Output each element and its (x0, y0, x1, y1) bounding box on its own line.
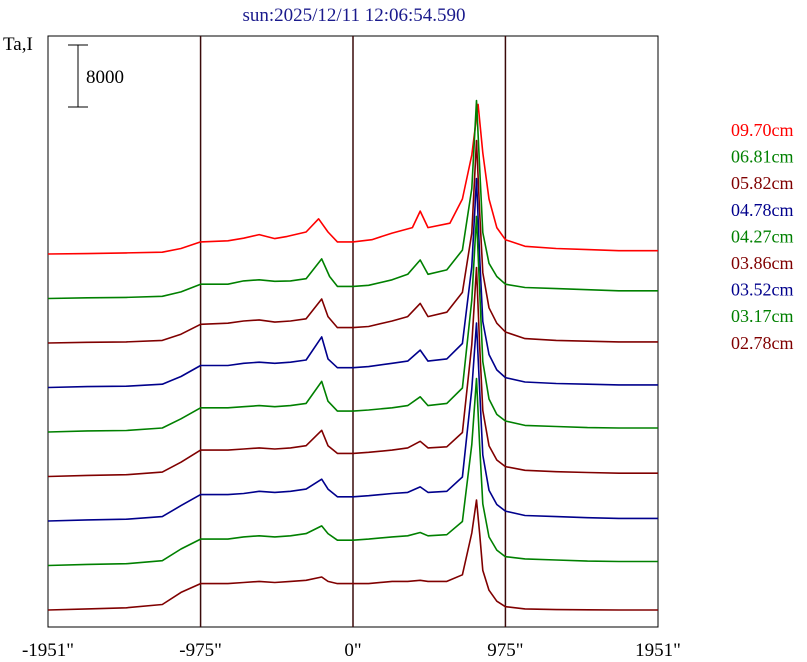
series-line-03.86cm (47, 266, 658, 478)
series-line-09.70cm (47, 103, 658, 255)
legend-entry: 02.78cm (731, 333, 794, 353)
legend-entry: 06.81cm (731, 147, 794, 167)
legend-entry: 04.27cm (731, 226, 794, 246)
x-tick-label: -1951" (22, 640, 74, 661)
x-tick-label: 1951" (635, 640, 681, 661)
series-line-04.27cm (47, 215, 658, 433)
reference-lines (199, 36, 507, 627)
series-line-03.17cm (47, 377, 658, 567)
y-axis-label: Ta,I (3, 34, 33, 55)
series-line-04.78cm (47, 177, 658, 389)
x-tick-label: 0" (344, 640, 361, 661)
series-line-05.82cm (47, 139, 658, 344)
series-line-06.81cm (47, 99, 658, 300)
legend-entry: 04.78cm (731, 200, 794, 220)
series-line-02.78cm (47, 499, 658, 611)
x-tick-label: -975" (179, 640, 222, 661)
scale-bar-label: 8000 (86, 67, 124, 88)
legend-entry: 03.17cm (731, 306, 794, 326)
x-tick-labels: -1951" -975" 0" 975" 1951" (22, 640, 681, 661)
chart-title: sun:2025/12/11 12:06:54.590 (242, 5, 465, 26)
intensity-scale-bar: 8000 (68, 44, 124, 108)
legend-entry: 09.70cm (731, 120, 794, 140)
x-tick-label: 975" (487, 640, 523, 661)
legend-entry: 03.52cm (731, 280, 794, 300)
series-line-03.52cm (47, 322, 658, 522)
series-group (47, 99, 658, 611)
legend-entry: 05.82cm (731, 173, 794, 193)
legend: 09.70cm 06.81cm 05.82cm 04.78cm 04.27cm 03.86… (731, 120, 794, 353)
legend-entry: 03.86cm (731, 253, 794, 273)
